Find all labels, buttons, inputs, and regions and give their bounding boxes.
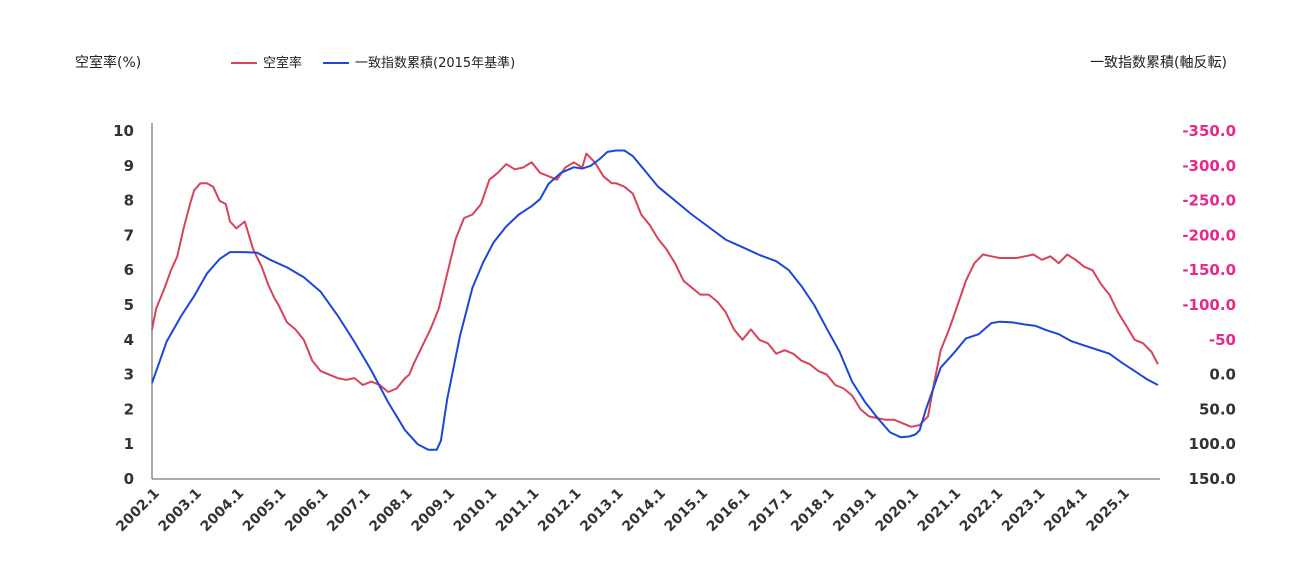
x-tick-label: 2021.1 (915, 486, 965, 536)
x-tick-label: 2019.1 (830, 486, 880, 536)
x-tick-label: 2007.1 (324, 486, 374, 536)
right-tick-label: 150.0 (1189, 470, 1236, 488)
left-tick-label: 0 (124, 470, 134, 488)
right-tick-label: 100.0 (1189, 435, 1236, 453)
legend-label-ci: 一致指数累積(2015年基準) (355, 55, 515, 71)
right-tick-label: -150.0 (1182, 261, 1236, 279)
x-tick-label: 2002.1 (113, 486, 163, 536)
right-tick-label: -50 (1209, 331, 1236, 349)
legend-label-vacancy: 空室率 (263, 55, 302, 71)
x-tick-label: 2003.1 (155, 486, 205, 536)
left-tick-label: 3 (124, 366, 134, 384)
right-tick-label: -100.0 (1182, 296, 1236, 314)
left-tick-label: 10 (113, 122, 134, 140)
x-tick-label: 2018.1 (788, 486, 838, 536)
x-tick-labels: 2002.12003.12004.12005.12006.12007.12008… (113, 486, 1133, 536)
left-tick-label: 7 (124, 226, 134, 244)
right-tick-label: -200.0 (1182, 226, 1236, 244)
right-tick-label: -350.0 (1182, 122, 1236, 140)
x-tick-label: 2023.1 (999, 486, 1049, 536)
x-tick-label: 2020.1 (872, 486, 922, 536)
left-tick-label: 4 (124, 331, 134, 349)
x-tick-label: 2012.1 (535, 486, 585, 536)
x-tick-label: 2005.1 (240, 486, 290, 536)
x-tick-label: 2006.1 (282, 486, 332, 536)
left-tick-labels: 0 1 2 3 4 5 6 7 8 9 10 (113, 122, 134, 488)
left-tick-label: 2 (124, 400, 134, 418)
x-tick-label: 2013.1 (577, 486, 627, 536)
x-tick-label: 2024.1 (1041, 486, 1091, 536)
series-line-vacancy (151, 152, 1159, 428)
left-tick-label: 6 (124, 261, 134, 279)
right-axis-title: 一致指数累積(軸反転) (1090, 55, 1227, 71)
x-tick-label: 2022.1 (957, 486, 1007, 536)
x-tick-label: 2025.1 (1083, 486, 1133, 536)
left-tick-label: 1 (124, 435, 134, 453)
x-tick-label: 2016.1 (704, 486, 754, 536)
series-line-ci (151, 149, 1159, 451)
x-tick-label: 2004.1 (198, 486, 248, 536)
left-tick-label: 8 (124, 192, 134, 210)
series-lines (151, 149, 1159, 451)
right-tick-label: -300.0 (1182, 157, 1236, 175)
left-tick-label: 9 (124, 157, 134, 175)
left-tick-label: 5 (124, 296, 134, 314)
x-tick-label: 2011.1 (493, 486, 543, 536)
x-tick-label: 2009.1 (409, 486, 459, 536)
x-tick-label: 2015.1 (662, 486, 712, 536)
x-tick-label: 2014.1 (619, 486, 669, 536)
right-tick-labels: -350.0 -300.0 -250.0 -200.0 -150.0 -100.0 -50 0… (1182, 122, 1236, 488)
x-tick-label: 2010.1 (451, 486, 501, 536)
legend: 空室率 一致指数累積(2015年基準) (231, 55, 515, 71)
right-tick-label: 0.0 (1209, 366, 1236, 384)
left-axis-title: 空室率(%) (75, 54, 141, 71)
right-tick-label: -250.0 (1182, 192, 1236, 210)
x-tick-label: 2008.1 (366, 486, 416, 536)
x-tick-label: 2017.1 (746, 486, 796, 536)
right-tick-label: 50.0 (1199, 400, 1236, 418)
